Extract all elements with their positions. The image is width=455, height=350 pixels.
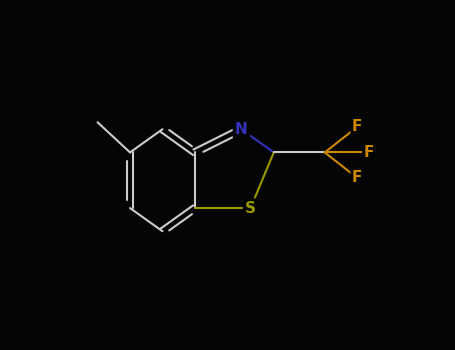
Text: F: F bbox=[364, 145, 374, 160]
Text: F: F bbox=[352, 170, 363, 186]
Text: F: F bbox=[352, 119, 363, 134]
Text: N: N bbox=[235, 122, 248, 137]
Text: S: S bbox=[245, 201, 256, 216]
